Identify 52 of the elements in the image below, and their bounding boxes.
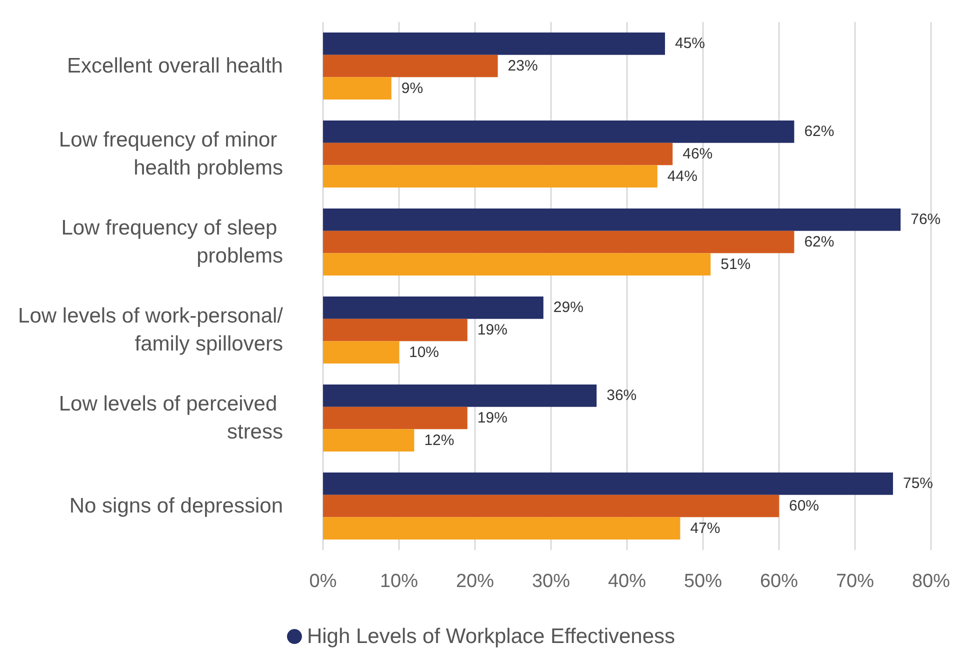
data-label: 29% [553,299,584,316]
bar [323,230,794,254]
bar [323,253,711,276]
bar [323,318,468,342]
bar [323,494,779,518]
y-tick-label: Low levels of perceived stress [58,392,283,444]
data-label: 10% [409,344,440,361]
x-tick-label: 60% [760,571,798,592]
data-label: 23% [508,58,538,74]
bar [323,406,468,430]
data-label: 60% [789,498,820,514]
x-tick-label: 0% [309,571,337,592]
y-tick-label: Low frequency of sleep problems [61,216,283,268]
bar [323,429,414,452]
y-tick-label: Low frequency of minor health problems [58,128,283,180]
y-tick-label: Excellent overall health [67,54,283,78]
data-label: 47% [690,520,720,537]
bar [323,384,597,407]
x-tick-label: 70% [836,571,874,592]
data-label: 44% [667,168,698,185]
data-label: 19% [477,322,508,338]
x-tick-label: 20% [456,571,494,592]
x-tick-label: 80% [912,571,950,592]
data-label: 76% [910,211,941,228]
x-tick-label: 50% [684,571,722,592]
data-label: 12% [424,432,454,449]
bar [323,517,680,540]
x-tick-label: 30% [532,571,570,592]
data-label: 46% [682,146,713,162]
bar [323,32,665,55]
legend-label: High Levels of Workplace Effectiveness [306,625,676,648]
bar [323,296,544,319]
bar [323,120,794,143]
bar [323,208,901,231]
x-tick-label: 10% [380,571,418,592]
bar [323,165,658,188]
data-label: 19% [477,410,508,426]
y-tick-label: No signs of depression [69,494,283,518]
data-label: 36% [606,387,637,404]
bar [323,77,392,100]
data-label: 62% [804,123,834,140]
data-label: 45% [675,35,706,52]
data-label: 9% [401,80,424,97]
bar [323,142,673,166]
data-label: 62% [804,234,834,250]
bar [323,472,893,495]
data-label: 75% [903,475,934,492]
y-tick-label: Low levels of work-personal/family spillovers [18,304,284,356]
bar [323,54,498,78]
data-label: 51% [720,256,751,273]
bar [323,341,399,364]
x-tick-label: 40% [608,571,646,592]
